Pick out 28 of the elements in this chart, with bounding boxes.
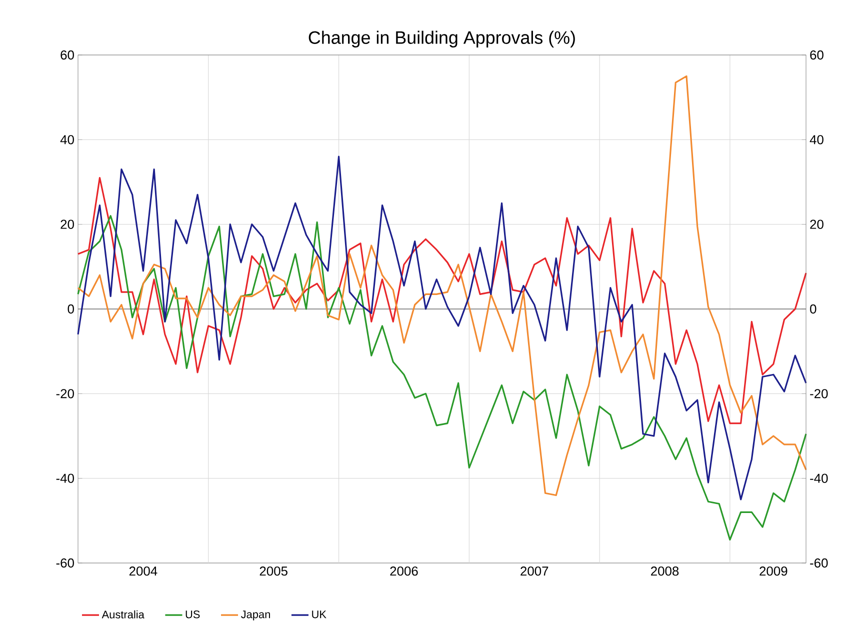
y2-tick-label: 0: [810, 304, 816, 314]
line-series: [77, 75, 807, 496]
y2-tick-label: 60: [810, 50, 824, 60]
y-tick-label: -40: [56, 474, 74, 483]
legend-label: Japan: [240, 610, 270, 620]
y2-tick-label: -60: [810, 558, 828, 568]
y-tick-label: 60: [60, 50, 74, 60]
y-tick-label: 20: [60, 220, 74, 229]
legend-label: US: [186, 610, 200, 618]
y2-tick-label: 40: [810, 135, 824, 144]
line-series: [77, 176, 807, 424]
y-tick-label: 0: [68, 304, 74, 314]
y2-tick-label: 20: [810, 220, 824, 229]
y-tick-label: 40: [60, 135, 74, 144]
x-tick-label: 2008: [651, 566, 679, 576]
x-tick-label: 2007: [520, 566, 548, 576]
y2-tick-label: -20: [810, 389, 828, 398]
line-series: [77, 215, 807, 541]
legend-label: Australia: [102, 610, 144, 618]
legend-label: UK: [312, 610, 326, 618]
chart-title: Change in Building Approvals (%): [308, 30, 575, 48]
y2-tick-label: -40: [810, 474, 828, 483]
x-tick-label: 2005: [260, 566, 288, 576]
x-tick-label: 2009: [760, 566, 788, 576]
y-tick-label: -20: [56, 389, 74, 398]
x-tick-label: 2006: [390, 566, 418, 576]
y-tick-label: -60: [56, 558, 74, 568]
x-tick-label: 2004: [129, 566, 158, 576]
